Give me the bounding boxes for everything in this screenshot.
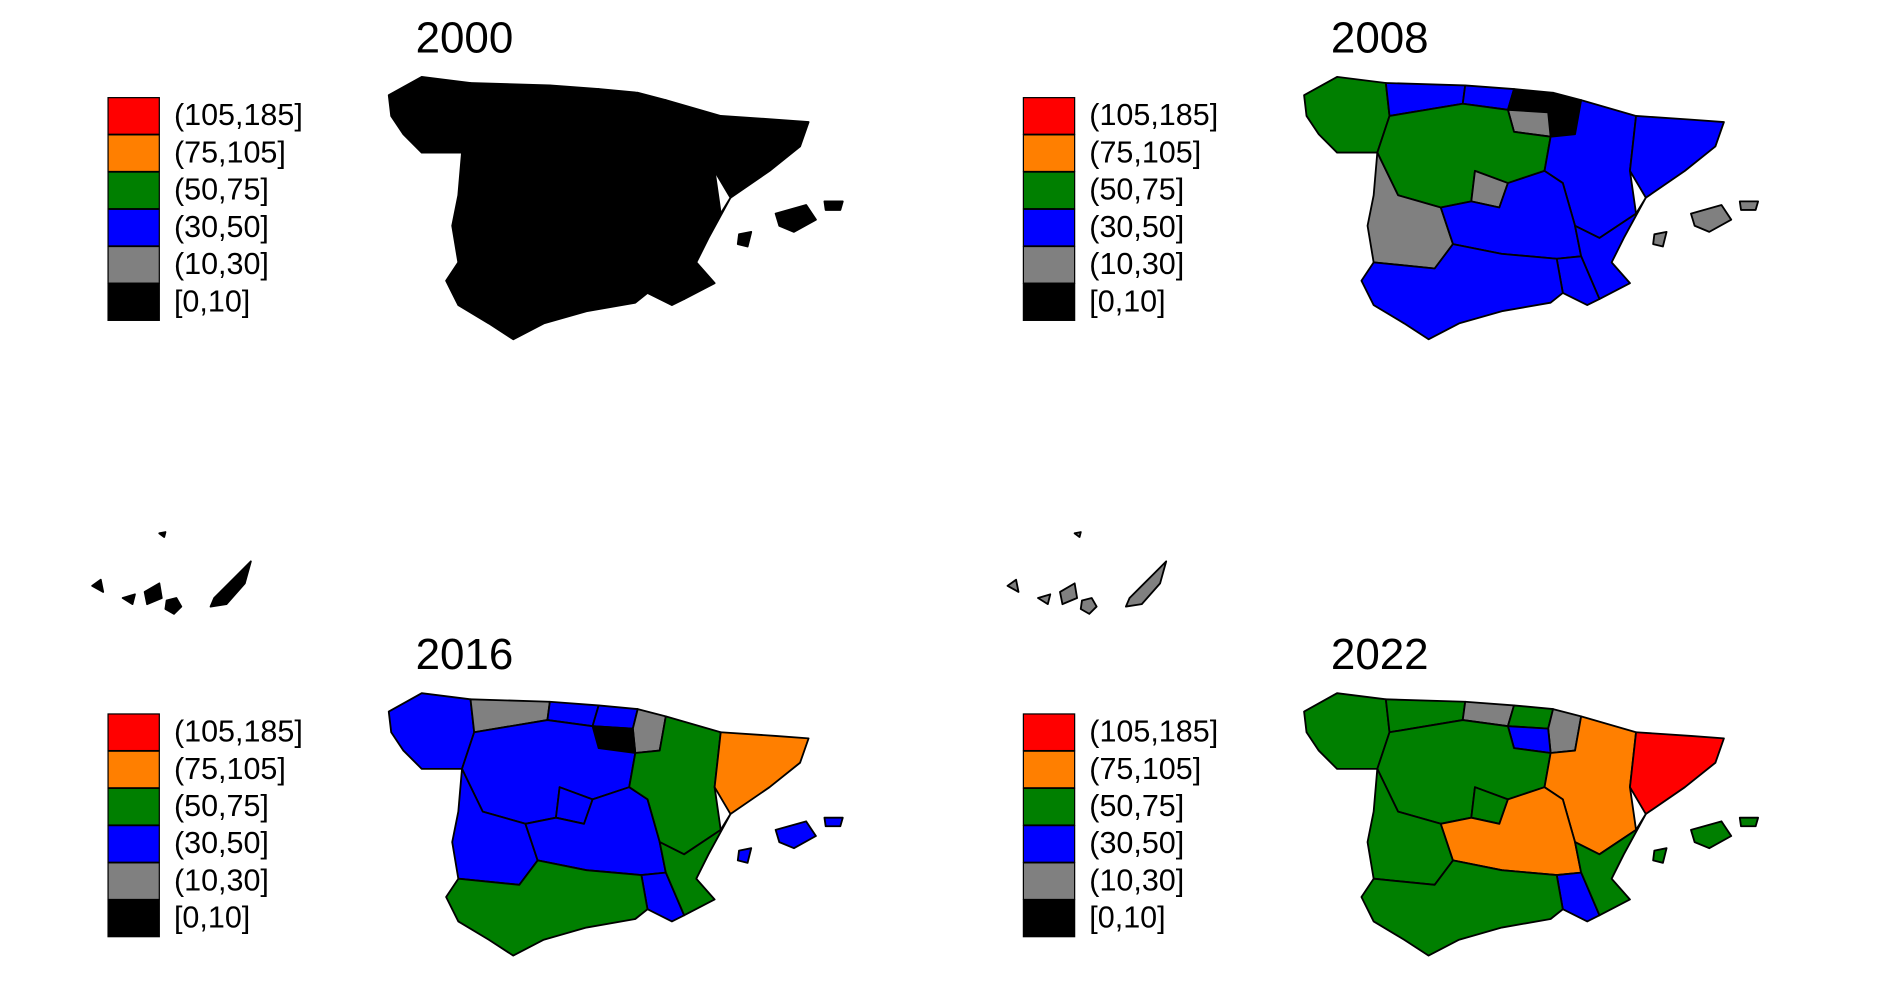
- legend-swatch: [1022, 787, 1076, 826]
- region: [1652, 816, 1760, 864]
- legend-label: [0,10]: [174, 901, 250, 935]
- legend-label: (50,75]: [174, 789, 269, 823]
- region: [1629, 731, 1725, 815]
- legend-swatch: [1022, 750, 1076, 789]
- region: [1303, 75, 1391, 154]
- legend-swatch: [107, 245, 160, 284]
- legend-label: (30,50]: [174, 210, 269, 244]
- legend-swatch: [1022, 134, 1076, 173]
- region: [591, 88, 639, 114]
- legend-swatch: [1022, 208, 1076, 247]
- legend-label: (75,105]: [1089, 752, 1201, 786]
- panel-title: 2008: [1331, 13, 1429, 62]
- legend-swatch: [1022, 171, 1076, 210]
- region: [1555, 871, 1601, 923]
- region: [658, 196, 732, 300]
- region: [658, 813, 732, 917]
- legend-label: (105,185]: [1089, 715, 1218, 749]
- region: [1555, 255, 1601, 307]
- region: [1629, 115, 1725, 199]
- region: [713, 115, 810, 199]
- region: [445, 243, 649, 341]
- region: [1303, 692, 1391, 770]
- region: [91, 531, 252, 615]
- legend-label: (30,50]: [1089, 210, 1184, 244]
- region: [736, 816, 844, 864]
- legend-swatch: [1022, 283, 1076, 321]
- legend-label: [0,10]: [174, 284, 250, 318]
- legend-swatch: [1022, 862, 1076, 901]
- region: [1506, 88, 1554, 114]
- legend-swatch: [107, 750, 160, 789]
- legend-label: (10,30]: [174, 863, 269, 897]
- legend-label: (10,30]: [174, 247, 269, 281]
- region: [387, 692, 476, 770]
- region: [1574, 813, 1647, 917]
- legend-label: (50,75]: [1089, 173, 1184, 207]
- legend-label: (75,105]: [174, 135, 286, 169]
- legend-label: (10,30]: [1089, 863, 1184, 897]
- panel-title: 2016: [416, 630, 514, 679]
- map-panel: 2016 (105,185](75,105](50,75](30,50](10,3…: [107, 630, 844, 957]
- legend-swatch: [107, 787, 160, 826]
- region: [1360, 243, 1564, 341]
- legend-label: (75,105]: [174, 752, 286, 786]
- legend-label: [0,10]: [1089, 901, 1165, 935]
- map-panel: 2022 (105,185](75,105](50,75](30,50](10,3…: [1022, 630, 1760, 957]
- map-panel: 2000 (105,185](75,105] (50,75](30,50](10,3…: [91, 13, 844, 615]
- panel-title: 2000: [416, 13, 514, 62]
- region: [1506, 704, 1554, 730]
- region: [713, 731, 810, 815]
- map-panel: 2008 (105,185](75,105] (50,75](30,50](10,3…: [1006, 13, 1760, 615]
- legend-label: (30,50]: [174, 826, 269, 860]
- legend-swatch: [1022, 245, 1076, 284]
- region: [1360, 859, 1564, 957]
- legend-label: (105,185]: [174, 98, 303, 132]
- legend-swatch: [107, 862, 160, 901]
- region: [1574, 196, 1647, 300]
- legend-label: (105,185]: [174, 715, 303, 749]
- legend-swatch: [107, 208, 160, 247]
- region: [640, 255, 686, 307]
- region: [1652, 200, 1760, 248]
- legend-label: (30,50]: [1089, 826, 1184, 860]
- legend-swatch: [1022, 97, 1076, 135]
- legend-swatch: [107, 713, 160, 752]
- legend-swatch: [1022, 899, 1076, 938]
- legend-swatch: [1022, 825, 1076, 863]
- legend-swatch: [107, 97, 160, 135]
- legend-swatch: [1022, 713, 1076, 752]
- legend-label: (50,75]: [1089, 789, 1184, 823]
- region: [1006, 531, 1168, 615]
- legend-swatch: [107, 899, 160, 938]
- legend-label: (105,185]: [1089, 98, 1218, 132]
- panel-title: 2022: [1331, 630, 1429, 679]
- region: [445, 859, 649, 957]
- legend-label: (75,105]: [1089, 135, 1201, 169]
- region: [736, 200, 844, 248]
- region: [640, 871, 686, 923]
- legend-swatch: [107, 171, 160, 210]
- legend-swatch: [107, 825, 160, 863]
- legend-swatch: [107, 283, 160, 321]
- region: [387, 75, 476, 154]
- legend-label: (10,30]: [1089, 247, 1184, 281]
- legend-swatch: [107, 134, 160, 173]
- region: [591, 704, 639, 730]
- legend-label: (50,75]: [174, 173, 269, 207]
- legend-label: [0,10]: [1089, 284, 1165, 318]
